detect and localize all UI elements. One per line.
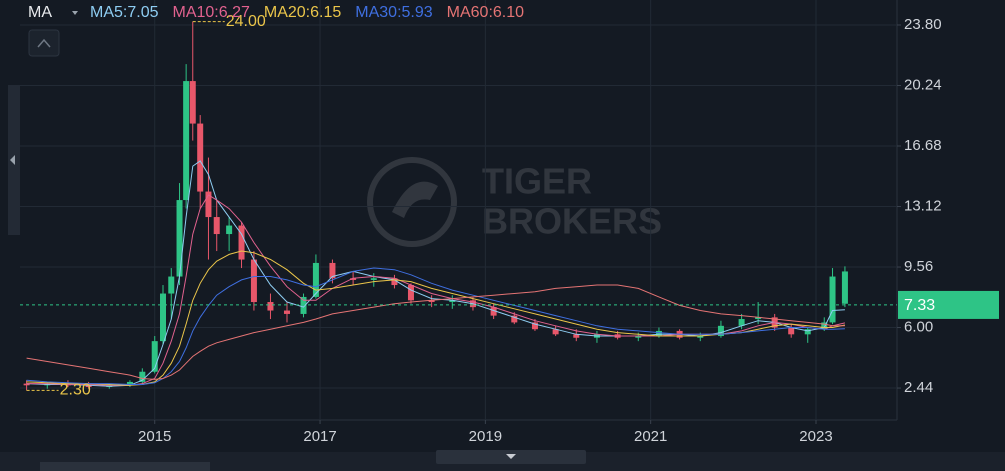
collapse-button[interactable] — [28, 29, 60, 57]
ma-line — [26, 267, 845, 385]
candle-body — [829, 276, 836, 323]
candle-body — [197, 123, 204, 192]
watermark-text: BROKERS — [482, 201, 662, 242]
candle-body — [841, 271, 848, 304]
side-arrow — [10, 155, 15, 165]
scroll-arrow — [506, 454, 516, 459]
candle-body — [213, 217, 220, 235]
candle-body — [205, 191, 212, 218]
candle-body — [189, 81, 196, 124]
y-tick-label: 16.68 — [904, 137, 942, 154]
candle-body — [350, 278, 357, 280]
candle-body — [176, 200, 183, 277]
last-price-label: 7.33 — [904, 297, 935, 314]
legend-entry: MA10:6.27 — [172, 4, 249, 21]
indicator-dropdown[interactable] — [72, 11, 78, 15]
candle-body — [490, 307, 497, 316]
watermark-text: TIGER — [482, 161, 592, 202]
candle-body — [151, 341, 158, 372]
legend-entry: MA20:6.15 — [264, 4, 341, 21]
candle-body — [250, 259, 257, 303]
candle-body — [697, 336, 704, 338]
candle-body — [312, 262, 319, 297]
y-tick-label: 6.00 — [904, 319, 933, 336]
candle-body — [238, 225, 245, 260]
candle-body — [788, 327, 795, 335]
high-marker-label: 24.00 — [226, 13, 266, 30]
low-marker-label: 2.30 — [60, 382, 91, 399]
candle-body — [183, 81, 190, 201]
candle-body — [139, 371, 146, 382]
x-tick-label: 2017 — [303, 428, 336, 445]
candle-body — [804, 329, 811, 335]
candle-body — [85, 385, 92, 388]
candle-body — [226, 225, 233, 235]
candle-body — [329, 262, 336, 279]
y-tick-label: 23.80 — [904, 16, 942, 33]
candle-body — [283, 310, 290, 314]
candle-body — [755, 317, 762, 320]
candle-body — [159, 293, 166, 342]
candle-body — [655, 330, 662, 337]
candle-body — [635, 336, 642, 338]
candle-body — [407, 285, 414, 301]
collapse-icon — [37, 38, 51, 48]
last-price-box — [898, 290, 999, 319]
candle-body — [821, 322, 828, 330]
candle-body — [267, 302, 274, 311]
x-tick-label: 2021 — [634, 428, 667, 445]
candle-body — [300, 296, 307, 314]
candle-body — [449, 300, 456, 303]
watermark-logo — [367, 157, 457, 247]
candle-body — [168, 276, 175, 294]
ma-line — [26, 284, 845, 380]
candle-body — [428, 300, 435, 303]
x-tick-label: 2015 — [138, 428, 171, 445]
candle-body — [370, 278, 377, 280]
legend-entry: MA30:5.93 — [355, 4, 432, 21]
y-tick-label: 2.44 — [904, 379, 933, 396]
indicator-label[interactable]: MA — [28, 4, 52, 21]
scrollbar-thumb[interactable] — [40, 462, 210, 471]
y-tick-label: 9.56 — [904, 258, 933, 275]
legend-entry: MA60:6.10 — [447, 4, 524, 21]
watermark: TIGER BROKERS — [367, 157, 662, 247]
candle-body — [738, 319, 745, 326]
y-tick-label: 13.12 — [904, 197, 942, 214]
legend-entry: MA5:7.05 — [90, 4, 159, 21]
watermark-logo-mark — [392, 181, 438, 218]
x-tick-label: 2023 — [799, 428, 832, 445]
x-tick-label: 2019 — [469, 428, 502, 445]
candle-body — [126, 381, 133, 386]
candle-body — [717, 325, 724, 337]
candle-body — [552, 329, 559, 335]
candle-body — [391, 278, 398, 286]
candle-body — [23, 383, 30, 386]
ma-line — [26, 250, 845, 386]
candle-body — [531, 322, 538, 330]
y-tick-label: 20.24 — [904, 76, 942, 93]
candle-body — [511, 315, 518, 323]
candle-body — [573, 334, 580, 338]
plot-area: 23.80 20.24 16.68 13.12 9.56 6.00 2.44 2015 2017… — [20, 0, 999, 445]
